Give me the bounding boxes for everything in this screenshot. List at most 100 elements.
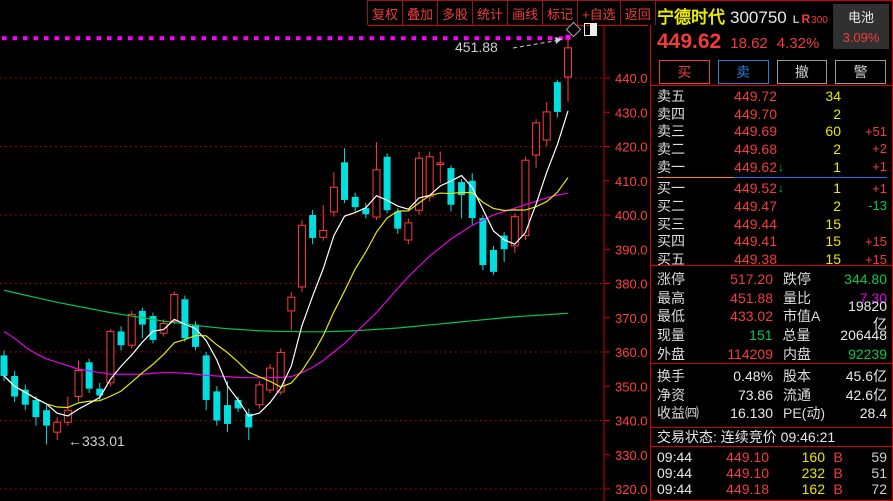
order-book: 卖五 449.72 34 卖四 449.70 2 卖三 449.69 60 +51 卖二 449.68… (651, 86, 892, 268)
sector-quote-box[interactable]: 电池 3.09% (833, 4, 889, 49)
book-price: 449.52 (734, 180, 777, 197)
order-book-row-bid[interactable]: 买四 449.41 15 +15 (657, 233, 887, 251)
stat-label: 最高 (657, 289, 685, 306)
stat-label: 最低 (657, 308, 685, 325)
badge-l: L (792, 14, 800, 26)
tick-time: 09:44 (657, 464, 693, 481)
tick-price: 449.18 (726, 480, 769, 497)
stat-row: 现量 151 总量 206448 (657, 326, 887, 345)
tick-volume: 160 (801, 448, 825, 465)
book-volume: 2 (833, 197, 841, 214)
stat-value: 517.20 (730, 271, 773, 288)
toolbar-button-draw-line[interactable]: 画线 (507, 0, 544, 25)
kline-chart-region[interactable]: 复权 叠加 多股 统计 画线 标记 +自选 返回 440.0 430.0 420.0 410.0 40… (0, 0, 656, 501)
svg-text:←333.01: ←333.01 (68, 433, 125, 449)
book-volume: 1 (833, 180, 841, 197)
book-volume: 2 (833, 140, 841, 157)
quote-panel: 宁德时代 300750 L R 300 449.62 18.62 4.32% 电… (650, 0, 893, 501)
stat-value: 0.48% (733, 368, 773, 385)
tick-extra: 59 (871, 448, 887, 465)
order-book-row-bid[interactable]: 买五 449.38 15 +15 (657, 250, 887, 268)
stat-label: 量比 (783, 289, 811, 306)
sell-button[interactable]: 卖 (717, 60, 769, 84)
book-level-label: 卖五 (657, 87, 685, 104)
svg-text:370.0: 370.0 (615, 311, 648, 326)
divider-blue-segment (734, 177, 887, 179)
stat-value: 73.86 (737, 386, 773, 403)
tick-list[interactable]: 09:44 449.10 160 B 59 09:44 449.10 232 B 51 09:44 4… (651, 447, 892, 500)
tick-price: 449.10 (726, 448, 769, 465)
split-square-icon[interactable] (584, 22, 597, 36)
diamond-icon[interactable] (565, 21, 582, 37)
tick-side: B (833, 448, 843, 465)
stock-code: 300750 (730, 8, 787, 27)
price-change: 18.62 (730, 35, 768, 52)
book-level-label: 买一 (657, 180, 685, 197)
stat-value: 7.30 (859, 289, 887, 306)
toolbar-button-back[interactable]: 返回 (619, 0, 656, 25)
svg-text:340.0: 340.0 (615, 414, 648, 429)
order-book-row-ask[interactable]: 卖五 449.72 34 (657, 87, 887, 105)
book-mid-divider (657, 176, 887, 179)
cancel-button[interactable]: 撤 (776, 60, 828, 84)
svg-text:410.0: 410.0 (615, 174, 648, 189)
stat-label: 外盘 (657, 345, 685, 362)
tick-row: 09:44 449.10 160 B 59 (657, 449, 887, 465)
book-price: 449.69 (734, 123, 777, 140)
tick-price: 449.10 (726, 464, 769, 481)
toolbar-button-mark[interactable]: 标记 (542, 0, 579, 25)
order-book-row-ask[interactable]: 卖一 449.62 ↓ 1 +1 (657, 158, 887, 176)
stat-label: 内盘 (783, 345, 811, 362)
price-direction-arrow: ↓ (778, 159, 784, 174)
toolbar-button-multi-stock[interactable]: 多股 (437, 0, 474, 25)
order-book-row-bid[interactable]: 买一 449.52 ↓ 1 +1 (657, 179, 887, 197)
toolbar-button-add-watchlist[interactable]: +自选 (577, 0, 621, 25)
quote-header: 宁德时代 300750 L R 300 449.62 18.62 4.32% 电… (651, 1, 892, 86)
stat-label: 涨停 (657, 271, 685, 288)
sector-name: 电池 (847, 10, 874, 25)
stat-value: 16.130 (730, 405, 773, 422)
price-change-pct: 4.32% (776, 35, 820, 52)
stats-block-2: 换手 0.48% 股本 45.6亿 净资 73.86 流通 42.6亿 收益㈣ 16.130 PE(… (651, 364, 892, 428)
book-volume: 2 (833, 105, 841, 122)
book-level-label: 卖一 (657, 158, 685, 175)
book-level-label: 买三 (657, 215, 685, 232)
candlestick-chart[interactable]: 440.0 430.0 420.0 410.0 400.0 390.0 380.0 370.0… (0, 0, 650, 501)
book-volume-delta: +2 (872, 141, 887, 157)
svg-text:330.0: 330.0 (615, 448, 648, 463)
tick-extra: 51 (871, 464, 887, 481)
toolbar-button-statistics[interactable]: 统计 (472, 0, 509, 25)
book-price: 449.68 (734, 140, 777, 157)
svg-text:390.0: 390.0 (615, 242, 648, 257)
stat-value: 92239 (848, 345, 887, 362)
stat-label: 跌停 (783, 271, 811, 288)
toolbar-button-overlay[interactable]: 叠加 (402, 0, 439, 25)
tick-time: 09:44 (657, 480, 693, 497)
book-volume-delta: +15 (864, 251, 887, 267)
book-price: 449.41 (734, 233, 777, 250)
stat-label: 流通 (783, 386, 811, 403)
toolbar-button-adjust[interactable]: 复权 (367, 0, 404, 25)
stock-name: 宁德时代 (657, 8, 725, 27)
stat-row: 最低 433.02 市值A 19820亿 (657, 298, 887, 332)
order-book-row-ask[interactable]: 卖四 449.70 2 (657, 105, 887, 123)
alert-button[interactable]: 警 (835, 60, 886, 84)
book-volume-delta: +51 (864, 123, 887, 139)
order-book-row-bid[interactable]: 买三 449.44 15 (657, 215, 887, 233)
book-level-label: 买五 (657, 251, 685, 268)
sector-change: 3.09% (842, 30, 880, 45)
svg-text:451.88: 451.88 (455, 39, 498, 55)
book-level-label: 卖四 (657, 105, 685, 122)
book-volume-delta: +1 (872, 159, 887, 175)
trade-buttons: 买卖撤警 (657, 60, 888, 84)
order-book-row-ask[interactable]: 卖二 449.68 2 +2 (657, 140, 887, 158)
tick-extra: 72 (871, 480, 887, 497)
book-level-label: 买四 (657, 233, 685, 250)
stat-label: 现量 (657, 327, 685, 344)
order-book-row-ask[interactable]: 卖三 449.69 60 +51 (657, 122, 887, 140)
book-volume: 15 (825, 251, 841, 268)
buy-button[interactable]: 买 (659, 60, 710, 84)
order-book-row-bid[interactable]: 买二 449.47 2 -13 (657, 197, 887, 215)
book-price: 449.44 (734, 215, 777, 232)
